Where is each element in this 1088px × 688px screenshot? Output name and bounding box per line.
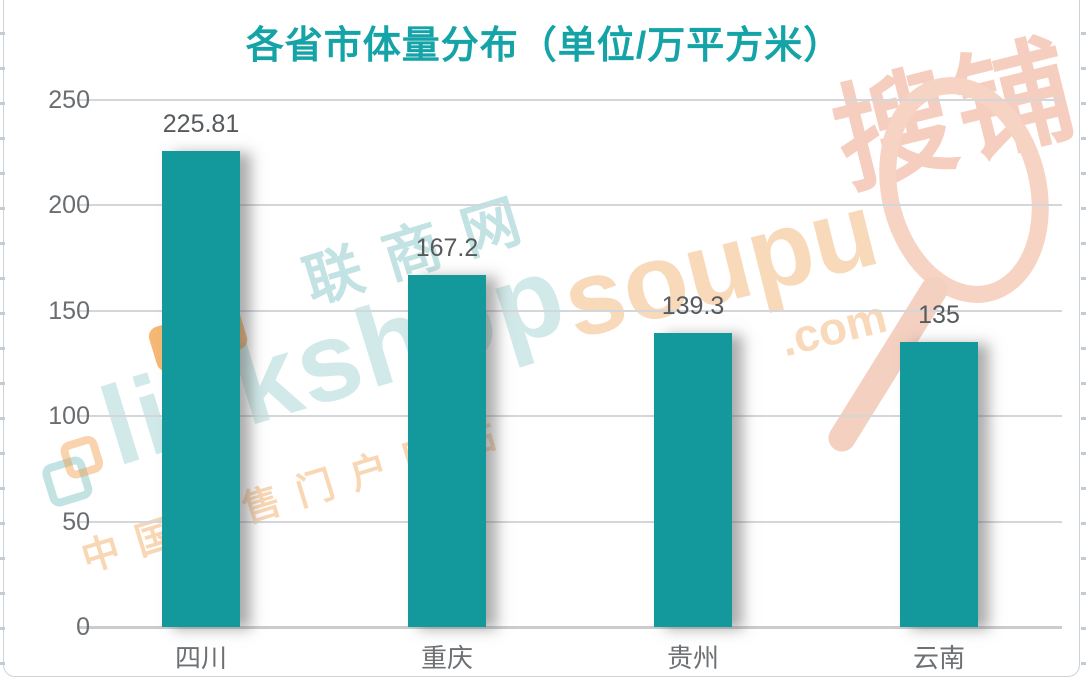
gridline [78, 204, 1062, 207]
bar-value-label: 167.2 [415, 233, 479, 262]
axis-ticks-left [0, 0, 5, 676]
square-orange-icon [58, 433, 106, 481]
bar-四川 [162, 150, 240, 627]
y-axis-tick-label: 200 [48, 191, 90, 220]
bar-value-label: 225.81 [162, 109, 240, 138]
watermark-soupu: soupu .com 搜铺 [539, 23, 1088, 476]
x-axis-category-label: 贵州 [666, 643, 719, 673]
y-axis-tick-label: 150 [48, 296, 90, 325]
bar-贵州 [654, 333, 732, 627]
bar-value-label: 139.3 [661, 292, 725, 321]
watermark-linkshop: linkshop .com 联商网 中国零售门户网站 [0, 182, 666, 664]
x-axis-category-label: 四川 [174, 643, 227, 673]
y-axis-tick-label: 0 [76, 613, 90, 641]
y-axis-tick-label: 50 [62, 507, 90, 536]
gridline [78, 415, 1062, 418]
bar-云南 [900, 342, 978, 627]
y-axis-tick-label: 250 [48, 86, 90, 114]
y-axis-tick-label: 100 [48, 402, 90, 431]
interlocked-squares-icon [35, 431, 121, 515]
x-axis-line [78, 625, 1062, 629]
soupu-brand-text: soupu [551, 169, 889, 362]
gridline [78, 309, 1062, 312]
gridline [78, 520, 1062, 523]
bar-value-label: 135 [918, 301, 960, 330]
axis-ticks-right [1081, 0, 1086, 676]
x-axis-category-label: 云南 [912, 643, 965, 673]
x-axis-category-label: 重庆 [420, 643, 473, 673]
gridline [78, 99, 1062, 101]
chart-title: 各省市体量分布（单位/万平方米） [245, 25, 843, 67]
bar-重庆 [408, 274, 486, 627]
square-teal-icon [39, 454, 95, 509]
